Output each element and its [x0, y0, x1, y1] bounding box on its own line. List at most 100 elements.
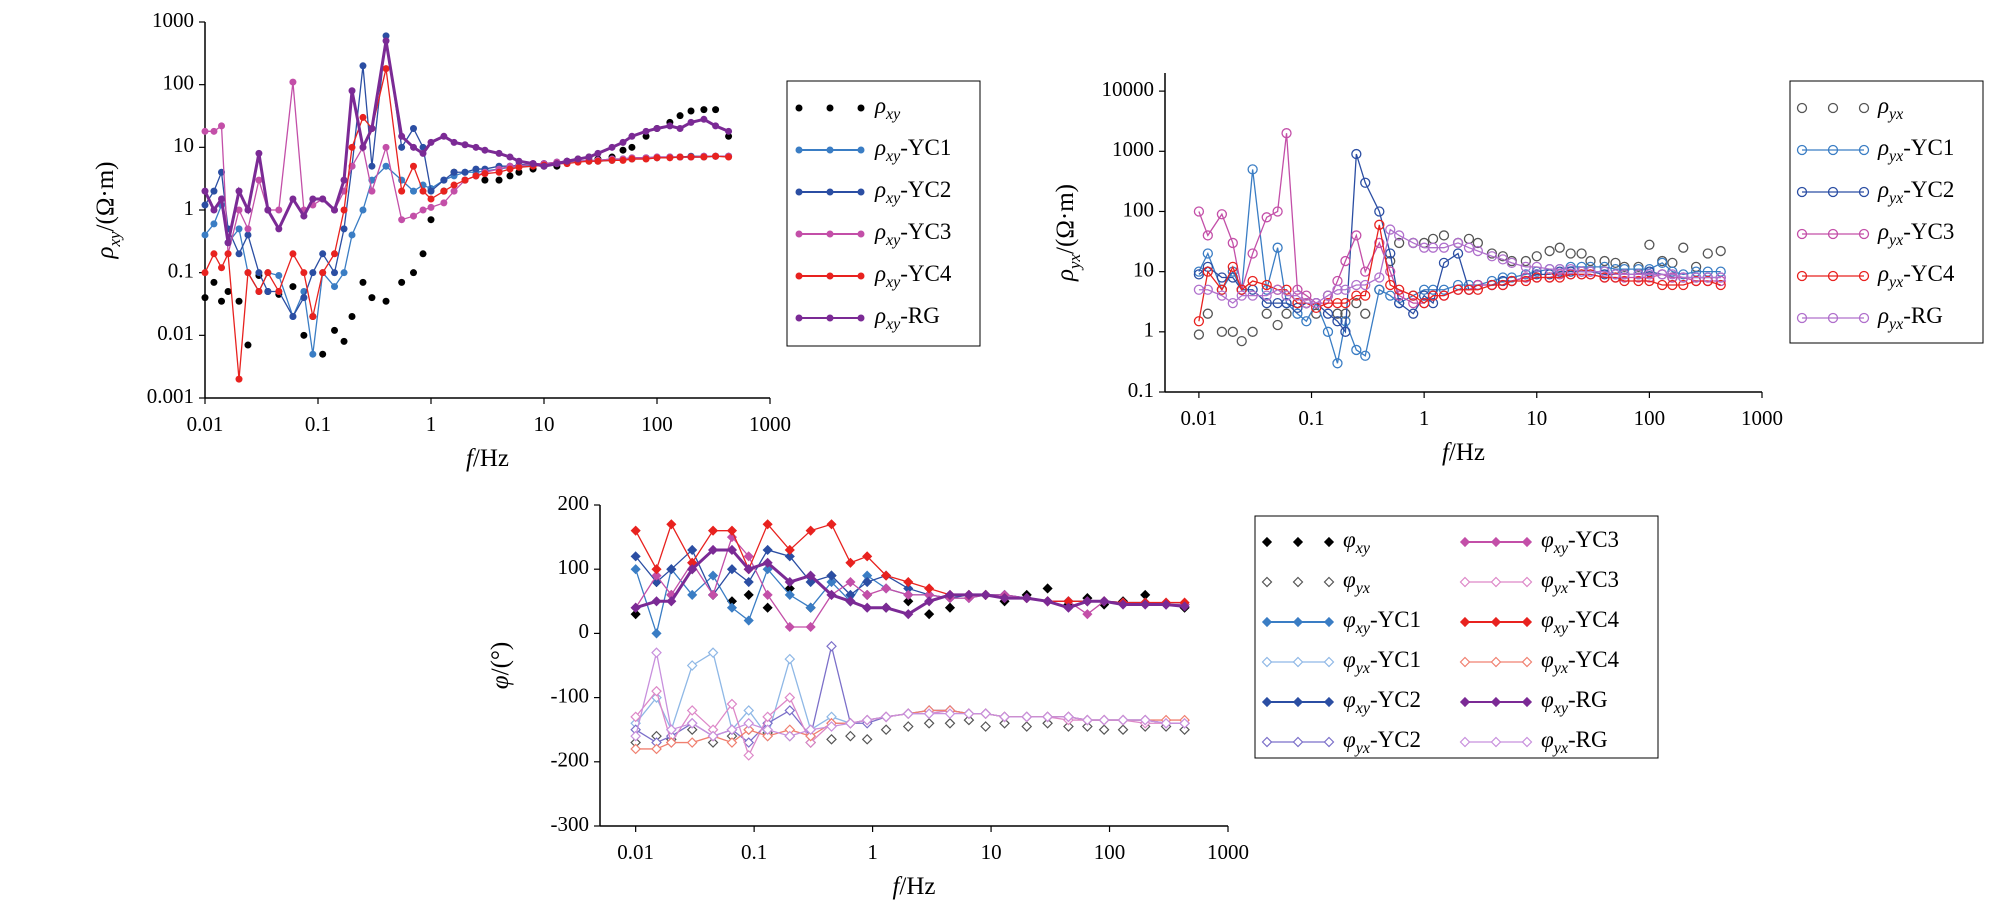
data-point: [461, 141, 469, 149]
data-point: [1715, 275, 1726, 287]
legend-marker: [1796, 228, 1808, 240]
data-point: [1690, 275, 1702, 287]
data-point: [1463, 233, 1475, 245]
legend-marker: [1827, 228, 1839, 240]
data-point: [712, 122, 720, 130]
data-point: [924, 609, 935, 620]
data-point: [210, 206, 218, 214]
data-point: [1351, 230, 1362, 241]
data-point: [1644, 275, 1655, 287]
legend-marker: [826, 146, 834, 154]
legend-label: ρyx-YC3: [1877, 219, 1954, 248]
y-tick-label: 1000: [1112, 137, 1154, 161]
y-tick-label: 100: [1123, 197, 1155, 221]
data-point: [1531, 272, 1542, 283]
legend-item: φyx-YC2: [1261, 727, 1421, 757]
data-point: [382, 37, 390, 45]
data-point: [1340, 297, 1351, 309]
legend-marker: [1459, 576, 1471, 588]
data-point: [210, 220, 218, 228]
legend-marker: [1490, 736, 1502, 748]
legend-marker: [1292, 696, 1304, 708]
data-point: [707, 570, 719, 581]
series-line: [1198, 228, 1721, 304]
legend-marker: [795, 314, 803, 322]
data-point: [1619, 264, 1630, 275]
data-point: [1216, 272, 1228, 283]
legend-marker: [795, 104, 803, 112]
legend-label: ρxy-YC4: [874, 261, 952, 290]
data-point: [1236, 335, 1247, 347]
data-point: [1292, 308, 1303, 319]
data-point: [1063, 602, 1074, 613]
legend-item: ρyx-RG: [1796, 303, 1943, 333]
legend-label: φyx-YC2: [1343, 727, 1421, 756]
data-point: [264, 206, 272, 214]
data-point: [1193, 316, 1205, 327]
data-point: [1633, 272, 1644, 283]
data-point: [594, 149, 602, 157]
data-point: [999, 717, 1010, 729]
data-point: [923, 717, 935, 729]
legend-item: ρyx: [1796, 93, 1903, 123]
data-point: [762, 544, 773, 556]
data-point: [419, 206, 427, 214]
data-point: [289, 195, 297, 203]
data-point: [1340, 308, 1351, 319]
legend-marker: [1827, 270, 1839, 282]
data-point: [275, 225, 283, 233]
data-point: [1385, 266, 1396, 277]
data-point: [224, 250, 232, 258]
data-point: [1117, 599, 1129, 610]
data-point: [1042, 596, 1053, 607]
data-point: [1418, 297, 1430, 309]
data-point: [382, 297, 390, 305]
data-point: [805, 737, 817, 748]
data-point: [619, 138, 627, 146]
data-point: [309, 195, 317, 203]
legend-label: φyx: [1343, 567, 1370, 596]
legend-item: ρxy: [795, 93, 901, 123]
legend-marker: [1292, 536, 1304, 548]
data-point: [1261, 212, 1272, 223]
x-tick-label: 1: [867, 840, 878, 864]
data-point: [743, 589, 754, 600]
data-point: [1544, 272, 1555, 283]
data-point: [903, 576, 914, 588]
series-line: [205, 82, 729, 254]
legend-marker: [1827, 186, 1839, 198]
data-point: [651, 570, 662, 581]
data-point: [1374, 219, 1385, 230]
series-line: [204, 155, 729, 355]
data-point: [628, 143, 636, 151]
data-point: [687, 564, 698, 575]
legend-label: φyx-RG: [1541, 727, 1608, 756]
data-point: [1247, 248, 1258, 259]
data-point: [255, 288, 263, 296]
data-point: [235, 206, 243, 214]
data-point: [784, 589, 795, 600]
data-point: [1438, 242, 1450, 253]
legend-label: φxy-RG: [1541, 687, 1608, 716]
data-point: [1160, 599, 1172, 610]
data-point: [1619, 269, 1630, 280]
data-point: [1193, 206, 1205, 217]
data-point: [201, 127, 209, 135]
data-point: [1463, 242, 1475, 253]
data-point: [944, 602, 956, 613]
data-point: [368, 294, 376, 302]
data-point: [743, 551, 754, 562]
legend-marker: [1827, 102, 1839, 114]
data-point: [1438, 230, 1450, 241]
legend-label: ρxy-RG: [874, 303, 940, 332]
data-point: [1202, 266, 1213, 277]
data-point: [784, 551, 795, 562]
data-point: [461, 176, 469, 184]
data-point: [461, 168, 469, 176]
x-tick-label: 100: [1094, 840, 1126, 864]
data-point: [1427, 233, 1439, 245]
data-point: [1082, 721, 1093, 732]
legend-item: φxy: [1261, 527, 1371, 557]
legend-marker: [826, 272, 834, 280]
data-point: [1715, 279, 1726, 291]
